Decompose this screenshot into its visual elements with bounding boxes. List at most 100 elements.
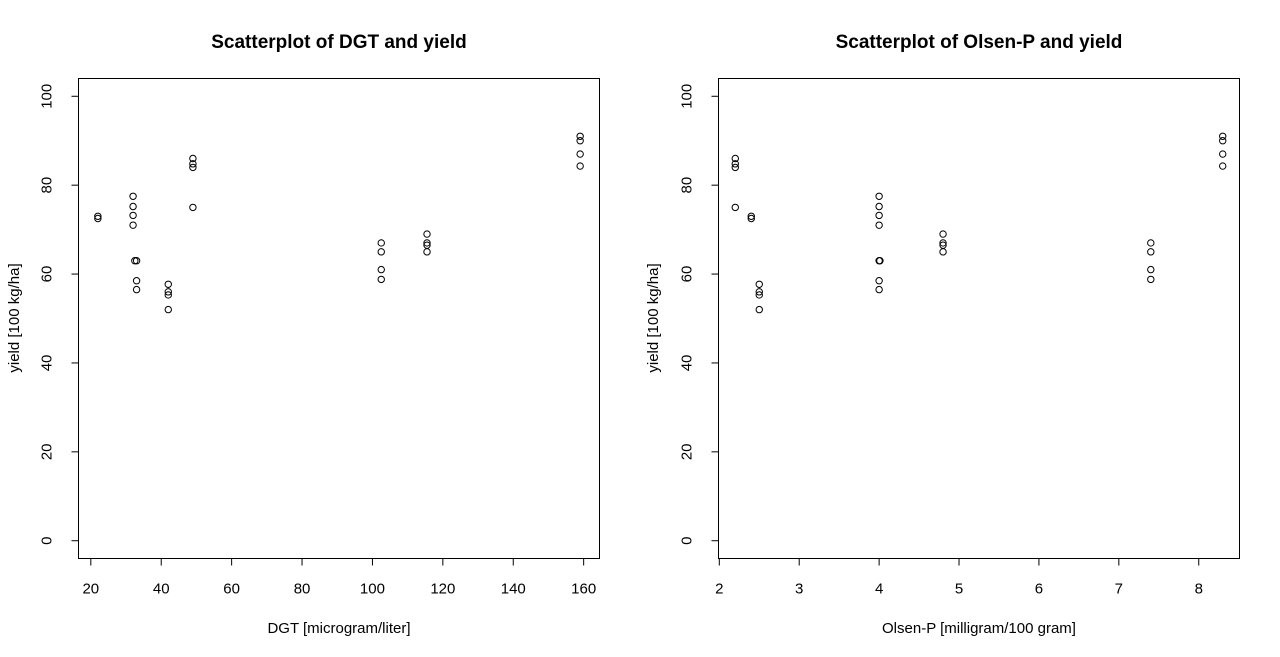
y-tick-label: 20 <box>679 443 696 460</box>
x-tick-label: 80 <box>294 581 311 598</box>
y-axis: 0 20 40 60 80 100 <box>679 84 719 545</box>
y-axis-label: yield [100 kg/ha] <box>6 263 23 372</box>
data-point <box>129 211 137 220</box>
x-axis-label: DGT [microgram/liter] <box>267 620 410 637</box>
data-point <box>576 132 584 140</box>
data-point <box>576 162 584 170</box>
data-point <box>164 288 172 296</box>
data-point <box>132 277 141 285</box>
data-point <box>939 239 947 247</box>
y-tick-label: 40 <box>39 355 56 372</box>
x-tick-label: 20 <box>82 581 99 598</box>
data-point <box>576 150 584 158</box>
x-tick-label: 2 <box>715 581 723 598</box>
y-tick-label: 40 <box>679 355 696 372</box>
data-point <box>189 163 197 172</box>
data-points <box>94 132 584 314</box>
y-tick-label: 0 <box>39 537 56 545</box>
y-axis: 0 20 40 60 80 100 <box>39 84 79 545</box>
data-point <box>164 280 172 288</box>
y-tick-label: 80 <box>39 177 56 194</box>
data-point <box>875 192 883 200</box>
data-point <box>875 211 883 220</box>
data-point <box>1219 137 1227 145</box>
data-point <box>164 291 172 299</box>
data-point <box>939 248 947 256</box>
y-tick-label: 100 <box>39 84 56 109</box>
x-tick-label: 100 <box>360 581 385 598</box>
x-tick-label: 8 <box>1195 581 1203 598</box>
data-points <box>731 132 1227 314</box>
data-point <box>1219 150 1227 158</box>
data-point <box>731 154 739 163</box>
data-point <box>377 275 385 284</box>
data-point <box>423 239 431 247</box>
data-point <box>423 248 431 256</box>
data-point <box>875 221 883 229</box>
data-point <box>1147 239 1155 247</box>
olsen-p-yield-scatterplot: Scatterplot of Olsen-P and yield 2 3 4 5 6 7 8… <box>645 32 1240 637</box>
data-point <box>189 203 197 212</box>
x-tick-label: 4 <box>875 581 883 598</box>
data-point <box>377 265 385 274</box>
data-point <box>94 214 102 223</box>
plot-area <box>78 78 600 559</box>
data-point <box>189 154 197 163</box>
y-tick-label: 60 <box>679 266 696 283</box>
x-tick-label: 60 <box>223 581 240 598</box>
x-tick-label: 3 <box>795 581 803 598</box>
data-point <box>747 214 755 223</box>
data-point <box>1147 248 1155 256</box>
y-tick-label: 0 <box>679 537 696 545</box>
data-point <box>875 277 883 285</box>
data-point <box>755 305 763 314</box>
y-tick-label: 60 <box>39 266 56 283</box>
data-point <box>731 203 739 212</box>
data-point <box>129 202 137 211</box>
dgt-yield-scatterplot: Scatterplot of DGT and yield 20 40 60 80 100… <box>6 32 600 637</box>
data-point <box>377 248 385 256</box>
data-point <box>576 137 584 145</box>
data-point <box>939 230 947 238</box>
data-point <box>755 280 763 288</box>
y-tick-label: 100 <box>679 84 696 109</box>
data-point <box>731 163 739 172</box>
data-point <box>132 285 141 294</box>
data-point <box>189 160 197 168</box>
x-axis: 20 40 60 80 100 120 140 160 <box>82 558 596 598</box>
x-tick-label: 40 <box>153 581 170 598</box>
chart-title: Scatterplot of Olsen-P and yield <box>836 32 1123 53</box>
chart-title: Scatterplot of DGT and yield <box>211 32 466 53</box>
data-point <box>164 305 172 314</box>
data-point <box>129 221 137 229</box>
data-point <box>731 160 739 168</box>
y-axis-label: yield [100 kg/ha] <box>645 263 662 372</box>
data-point <box>423 230 431 238</box>
data-point <box>755 288 763 296</box>
data-point <box>1147 265 1155 274</box>
data-point <box>1219 162 1227 170</box>
x-tick-label: 160 <box>571 581 596 598</box>
data-point <box>875 285 883 294</box>
data-point <box>1219 132 1227 140</box>
y-tick-label: 20 <box>39 443 56 460</box>
x-tick-label: 6 <box>1035 581 1043 598</box>
data-point <box>94 212 102 220</box>
data-point <box>747 212 755 220</box>
data-point <box>129 192 137 200</box>
y-tick-label: 80 <box>679 177 696 194</box>
x-axis-label: Olsen-P [milligram/100 gram] <box>882 620 1076 637</box>
data-point <box>876 257 884 265</box>
data-point <box>131 257 139 265</box>
data-point <box>875 202 883 211</box>
data-point <box>1147 275 1155 284</box>
x-axis: 2 3 4 5 6 7 8 <box>715 558 1203 598</box>
plot-area <box>718 78 1240 559</box>
data-point <box>377 239 385 247</box>
x-tick-label: 140 <box>501 581 526 598</box>
data-point <box>755 291 763 299</box>
x-tick-label: 120 <box>430 581 455 598</box>
x-tick-label: 5 <box>955 581 963 598</box>
x-tick-label: 7 <box>1115 581 1123 598</box>
